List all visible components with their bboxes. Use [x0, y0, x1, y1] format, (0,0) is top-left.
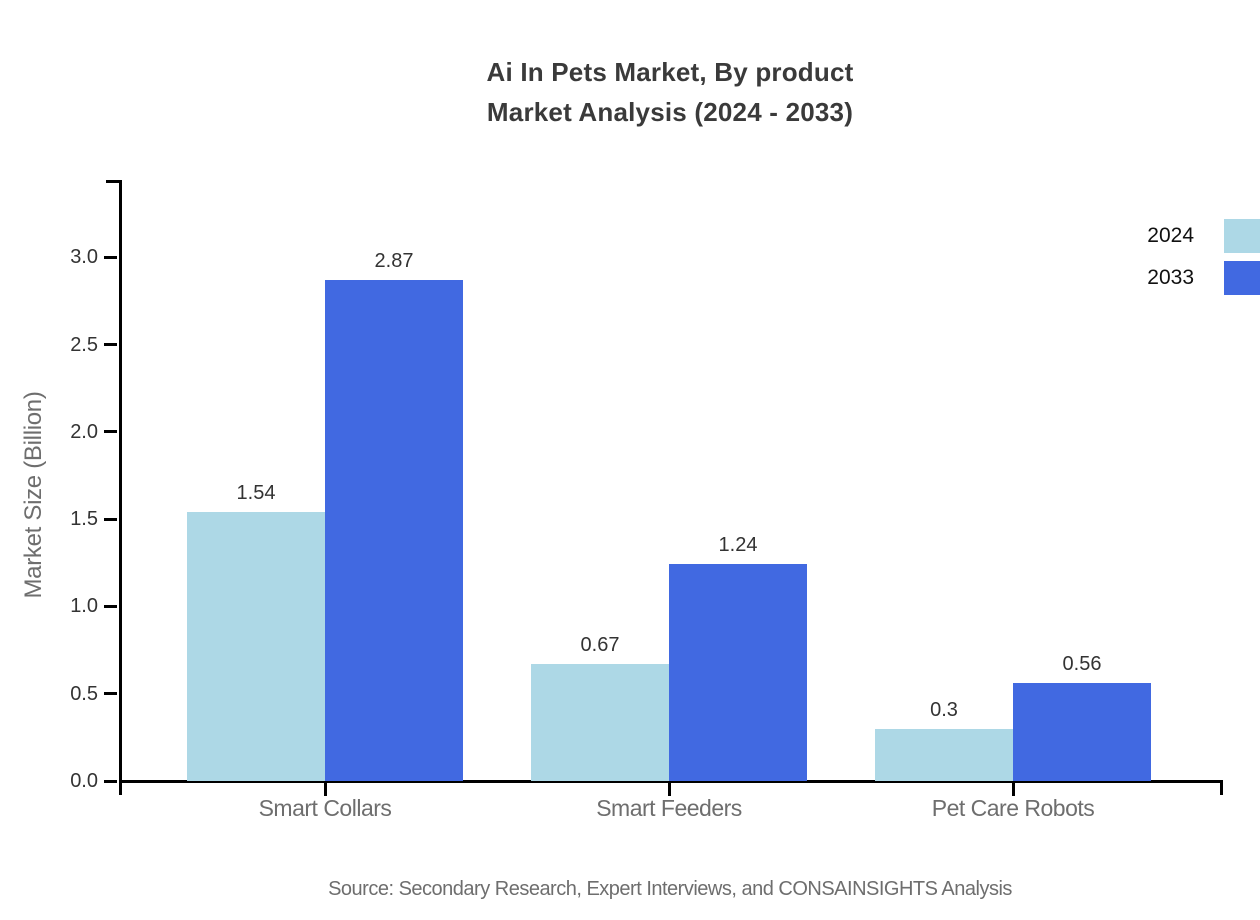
chart-title: Ai In Pets Market, By product Market Ana…	[80, 52, 1260, 132]
bar-value-2024-smart-feeders: 0.67	[580, 634, 620, 657]
legend-label-2024: 2024	[1147, 224, 1194, 247]
y-tick-label-3.0: 3.0	[70, 246, 98, 269]
y-tick-mark-1.5	[104, 517, 117, 521]
x-axis-right-cap	[1220, 780, 1223, 795]
bar-value-2033-smart-collars: 2.87	[374, 249, 414, 272]
source-note: Source: Secondary Research, Expert Inter…	[328, 878, 1012, 900]
x-axis-spine	[119, 780, 1223, 783]
legend-swatch-2033	[1224, 261, 1260, 295]
bar-value-2033-smart-feeders: 1.24	[718, 534, 758, 557]
bar-2024-smart-feeders	[531, 664, 669, 781]
legend: 2024 2033	[1100, 219, 1260, 303]
y-tick-label-1.0: 1.0	[70, 595, 98, 618]
y-tick-mark-1.0	[104, 604, 117, 608]
y-axis-spine	[119, 180, 122, 795]
y-tick-mark-0.5	[104, 692, 117, 696]
x-category-label-pet-care-robots: Pet Care Robots	[931, 795, 1095, 821]
chart-title-line1: Ai In Pets Market, By product	[486, 57, 854, 87]
bar-2024-pet-care-robots	[875, 728, 1013, 781]
y-tick-label-1.5: 1.5	[70, 508, 98, 531]
y-tick-mark-2.0	[104, 430, 117, 434]
x-category-label-smart-collars: Smart Collars	[258, 795, 392, 821]
y-tick-label-0.5: 0.5	[70, 682, 98, 705]
legend-item-2024: 2024	[1100, 219, 1260, 253]
y-tick-label-2.0: 2.0	[70, 420, 98, 443]
y-tick-mark-0.0	[104, 779, 117, 783]
bar-value-2033-pet-care-robots: 0.56	[1062, 653, 1102, 676]
legend-label-2033: 2033	[1147, 266, 1194, 289]
legend-swatch-2024	[1224, 219, 1260, 253]
x-tick-mark-pet-care-robots	[1011, 783, 1015, 796]
bar-2033-smart-feeders	[669, 564, 807, 781]
bar-2024-smart-collars	[187, 512, 325, 781]
bar-2033-smart-collars	[325, 279, 463, 781]
legend-item-2033: 2033	[1100, 261, 1260, 295]
bar-value-2024-smart-collars: 1.54	[236, 482, 276, 505]
x-category-label-smart-feeders: Smart Feeders	[596, 795, 742, 821]
chart-title-line2: Market Analysis (2024 - 2033)	[486, 97, 854, 127]
y-tick-label-0.0: 0.0	[70, 770, 98, 792]
x-tick-mark-smart-feeders	[667, 783, 671, 796]
y-tick-label-2.5: 2.5	[70, 333, 98, 356]
bar-2033-pet-care-robots	[1013, 683, 1151, 781]
y-axis-top-cap	[106, 180, 120, 183]
bar-value-2024-pet-care-robots: 0.3	[930, 698, 958, 721]
y-tick-mark-2.5	[104, 343, 117, 346]
y-tick-mark-3.0	[104, 255, 117, 259]
x-tick-mark-smart-collars	[323, 783, 327, 796]
